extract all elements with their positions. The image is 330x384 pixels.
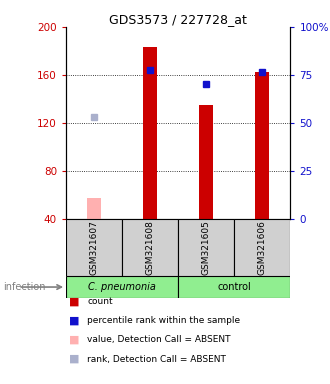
- Bar: [66, 219, 122, 276]
- Text: GSM321606: GSM321606: [258, 220, 267, 275]
- Text: GSM321607: GSM321607: [89, 220, 99, 275]
- Bar: [178, 219, 234, 276]
- Text: rank, Detection Call = ABSENT: rank, Detection Call = ABSENT: [87, 354, 226, 364]
- Bar: [255, 73, 269, 219]
- Text: GSM321608: GSM321608: [146, 220, 155, 275]
- Bar: [66, 276, 178, 298]
- Text: GSM321605: GSM321605: [202, 220, 211, 275]
- Text: ■: ■: [69, 316, 80, 326]
- Text: ■: ■: [69, 335, 80, 345]
- Text: C. pneumonia: C. pneumonia: [88, 282, 156, 292]
- Bar: [122, 219, 178, 276]
- Text: control: control: [217, 282, 251, 292]
- Bar: [178, 276, 290, 298]
- Text: ■: ■: [69, 296, 80, 306]
- Text: count: count: [87, 297, 113, 306]
- Bar: [87, 199, 101, 219]
- Title: GDS3573 / 227728_at: GDS3573 / 227728_at: [109, 13, 247, 26]
- Text: value, Detection Call = ABSENT: value, Detection Call = ABSENT: [87, 335, 231, 344]
- Text: infection: infection: [3, 282, 46, 292]
- Text: percentile rank within the sample: percentile rank within the sample: [87, 316, 241, 325]
- Text: ■: ■: [69, 354, 80, 364]
- Bar: [199, 105, 213, 219]
- Bar: [234, 219, 290, 276]
- Bar: [143, 47, 157, 219]
